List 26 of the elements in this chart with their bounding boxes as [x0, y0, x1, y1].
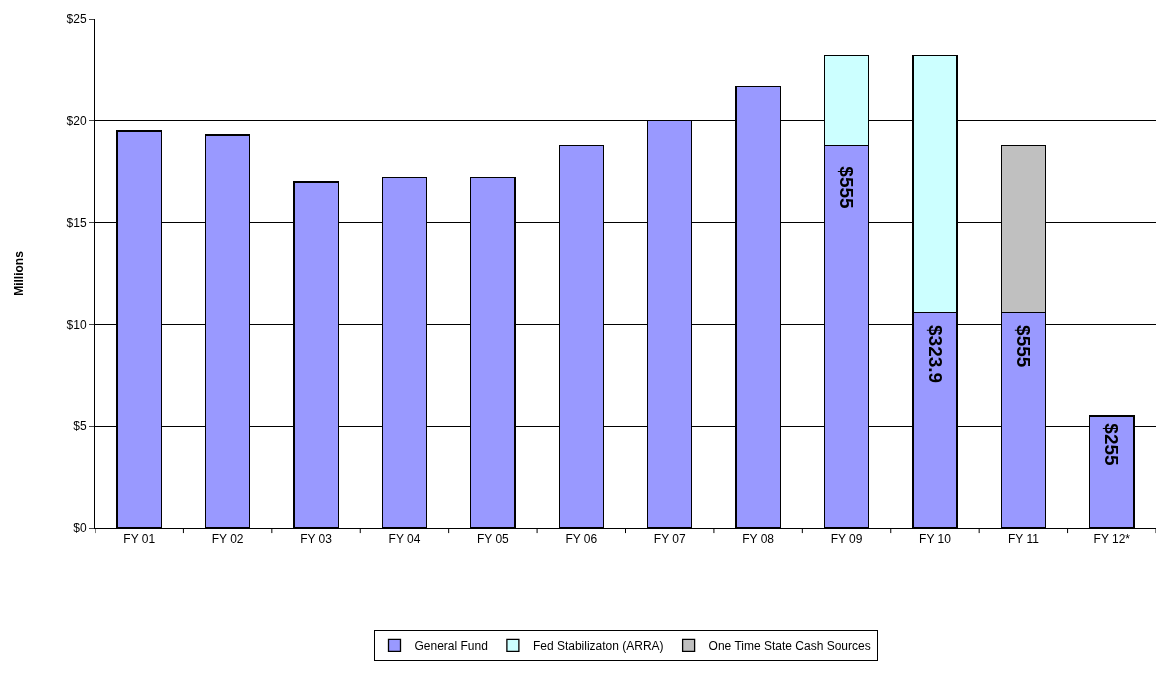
- legend-label: Fed Stabilizaton (ARRA): [532, 638, 664, 653]
- x-tick-label: FY 08: [742, 532, 775, 547]
- y-tick-label: $5: [73, 419, 87, 434]
- y-tick-label: $10: [66, 317, 87, 332]
- x-tick-label: FY 12*: [1093, 532, 1131, 547]
- x-tick-label: FY 07: [653, 532, 686, 547]
- x-tick-label: FY 09: [830, 532, 863, 547]
- y-tick-label: $20: [66, 114, 87, 128]
- annotation: $323.9: [924, 325, 946, 384]
- y-axis-title: Millions: [11, 250, 26, 296]
- y-tick-label: $0: [73, 521, 87, 536]
- annotation: $255: [1100, 423, 1122, 467]
- legend-label: One Time State Cash Sources: [708, 638, 871, 653]
- y-tick-label: $15: [66, 215, 87, 230]
- x-tick-label: FY 10: [919, 532, 952, 547]
- x-tick-label: FY 04: [388, 532, 421, 547]
- annotation: $555: [1012, 325, 1034, 368]
- x-tick-label: FY 11: [1007, 532, 1040, 547]
- x-tick-label: FY 06: [565, 532, 598, 547]
- x-tick-label: FY 03: [300, 532, 333, 547]
- annotation: $555: [836, 166, 858, 210]
- y-tick-label: $25: [66, 12, 87, 27]
- x-tick-label: FY 01: [123, 532, 156, 547]
- x-tick-label: FY 02: [211, 532, 244, 547]
- legend-label: General Fund: [414, 638, 488, 653]
- x-tick-label: FY 05: [476, 532, 510, 547]
